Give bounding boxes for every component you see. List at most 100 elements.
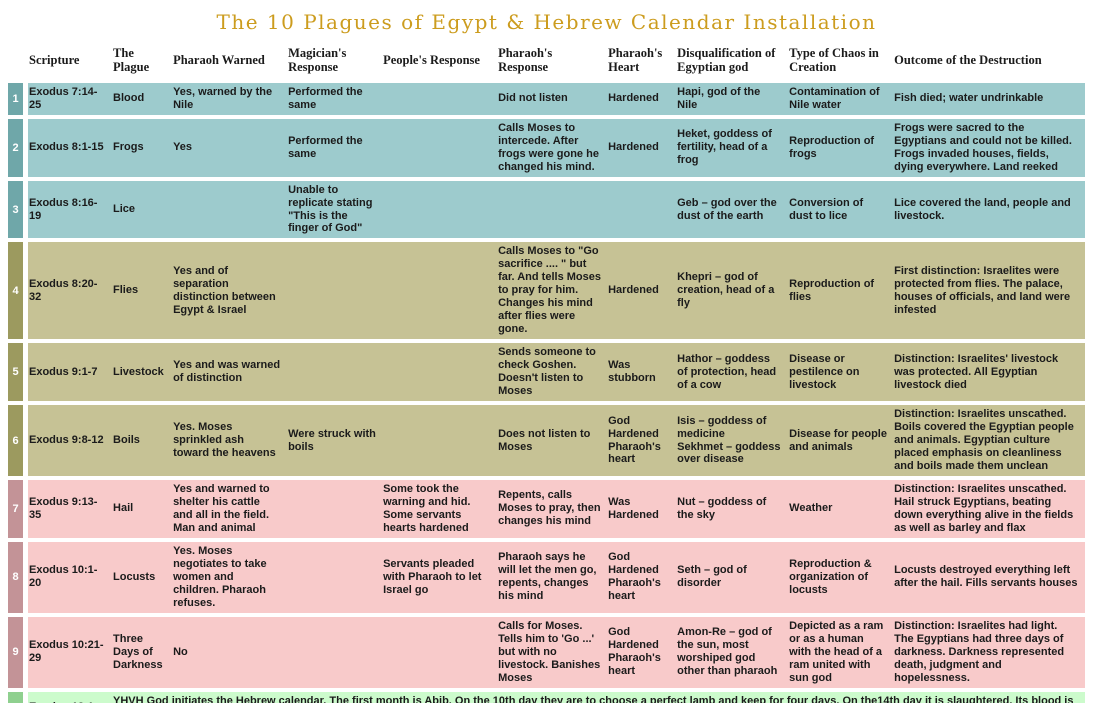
- cell-plague: Flies: [113, 284, 139, 297]
- cell-magician: Were struck with boils: [288, 427, 376, 453]
- cell-warned: Yes and of separation distinction betwee…: [173, 264, 276, 316]
- cell-god: Isis – goddess of medicine Sekhmet – god…: [677, 414, 781, 466]
- cell-scripture: Exodus 10:1-20: [29, 564, 98, 590]
- cell-plague: Frogs: [113, 141, 144, 154]
- cell-plague: Hail: [113, 502, 134, 515]
- cell-outcome: Distinction: Israelites' livestock was p…: [894, 352, 1059, 391]
- cell-plague: Three Days of Darkness: [113, 632, 163, 671]
- cell-people: [382, 96, 497, 102]
- col-header-outcome: Outcome of the Destruction: [894, 53, 1042, 68]
- cell-response: Pharaoh says he will let the men go, rep…: [498, 551, 597, 603]
- table-row-2-frogs: 2 Exodus 8:1-15 Frogs Yes Performed the …: [8, 118, 1085, 177]
- cell-people: [382, 438, 497, 444]
- table-row-7-hail: 7 Exodus 9:13-35 Hail Yes and warned to …: [8, 479, 1085, 538]
- cell-response: Calls Moses to "Go sacrifice .... " but …: [498, 245, 601, 336]
- cell-chaos: Conversion of dust to lice: [789, 196, 864, 222]
- col-header-plague: The Plague: [113, 46, 150, 75]
- cell-response: Sends someone to check Goshen. Doesn't l…: [498, 346, 596, 398]
- row-number: 9: [8, 616, 23, 688]
- cell-people: [382, 369, 497, 375]
- row-number: 8: [8, 541, 23, 613]
- col-header-chaos: Type of Chaos in Creation: [789, 46, 879, 75]
- row-number: 7: [8, 479, 23, 538]
- cell-people: [382, 145, 497, 151]
- cell-scripture: Exodus 12:1-13: [28, 698, 112, 703]
- cell-plague: Lice: [113, 203, 136, 216]
- row-number: [8, 691, 23, 703]
- cell-god: Heket, goddess of fertility, head of a f…: [677, 128, 772, 167]
- cell-plague: Blood: [113, 92, 145, 105]
- cell-chaos: Disease or pestilence on livestock: [789, 352, 860, 391]
- cell-plague: Boils: [113, 434, 140, 447]
- cell-heart: God Hardened Pharaoh's heart: [608, 414, 661, 466]
- cell-heart: Hardened: [608, 92, 659, 105]
- cell-heart: Hardened: [608, 284, 659, 297]
- col-header-response: Pharaoh's Response: [498, 46, 553, 75]
- cell-warned: [172, 207, 287, 213]
- cell-god: Nut – goddess of the sky: [677, 495, 767, 521]
- cell-scripture: Exodus 8:1-15: [29, 141, 104, 154]
- cell-god: Seth – god of disorder: [677, 564, 747, 590]
- row-number: 1: [8, 82, 23, 115]
- cell-response: Calls for Moses. Tells him to 'Go ...' b…: [498, 619, 601, 684]
- cell-heart: Was Hardened: [608, 495, 659, 521]
- table-row-1-blood: 1 Exodus 7:14-25 Blood Yes, warned by th…: [8, 82, 1085, 115]
- col-header-god: Disqualification of Egyptian god: [677, 46, 776, 75]
- cell-magician: Performed the same: [288, 134, 363, 160]
- cell-scripture: Exodus 10:21-29: [29, 639, 104, 665]
- cell-chaos: Reproduction of flies: [789, 277, 875, 303]
- cell-magician: Unable to replicate stating "This is the…: [288, 183, 373, 235]
- plagues-table: Scripture The Plague Pharaoh Warned Magi…: [8, 44, 1085, 703]
- row-number: 5: [8, 343, 23, 402]
- cell-response: [497, 207, 607, 213]
- cell-outcome: Distinction: Israelites unscathed. Hail …: [894, 482, 1074, 534]
- table-row-calendar: Exodus 12:1-13 YHVH God initiates the He…: [8, 691, 1085, 703]
- cell-response: Does not listen to Moses: [498, 427, 591, 453]
- cell-people: [382, 288, 497, 294]
- cell-scripture: Exodus 8:20-32: [29, 277, 98, 303]
- row-number: 2: [8, 118, 23, 177]
- cell-response: Repents, calls Moses to pray, then chang…: [498, 489, 601, 528]
- cell-magician: [287, 369, 382, 375]
- cell-heart: Hardened: [608, 141, 659, 154]
- cell-chaos: Contamination of Nile water: [789, 85, 880, 111]
- table-row-4-flies: 4 Exodus 8:20-32 Flies Yes and of separa…: [8, 242, 1085, 340]
- table-row-6-boils: 6 Exodus 9:8-12 Boils Yes. Moses sprinkl…: [8, 405, 1085, 476]
- cell-people: Some took the warning and hid. Some serv…: [383, 482, 471, 534]
- cell-people: Servants pleaded with Pharaoh to let Isr…: [383, 557, 482, 596]
- table-row-5-livestock: 5 Exodus 9:1-7 Livestock Yes and was war…: [8, 343, 1085, 402]
- cell-scripture: Exodus 9:1-7: [29, 365, 98, 378]
- cell-chaos: Depicted as a ram or as a human with the…: [789, 619, 884, 684]
- cell-plague: Locusts: [113, 570, 156, 583]
- cell-scripture: Exodus 8:16-19: [29, 196, 98, 222]
- table-header-row: Scripture The Plague Pharaoh Warned Magi…: [8, 44, 1085, 77]
- row-number: 3: [8, 180, 23, 239]
- cell-scripture: Exodus 7:14-25: [29, 85, 98, 111]
- cell-warned: Yes and warned to shelter his cattle and…: [173, 482, 270, 534]
- cell-heart: Was stubborn: [608, 359, 656, 385]
- cell-calendar-text: YHVH God initiates the Hebrew calendar. …: [113, 694, 1074, 703]
- cell-scripture: Exodus 9:13-35: [29, 495, 98, 521]
- cell-warned: Yes and was warned of distinction: [173, 359, 281, 385]
- cell-chaos: Reproduction of frogs: [789, 134, 875, 160]
- cell-plague: Livestock: [113, 365, 164, 378]
- cell-warned: Yes. Moses negotiates to take women and …: [173, 544, 267, 609]
- cell-outcome: Distinction: Israelites unscathed. Boils…: [894, 408, 1074, 472]
- table-row-3-lice: 3 Exodus 8:16-19 Lice Unable to replicat…: [8, 180, 1085, 239]
- cell-outcome: Locusts destroyed everything left after …: [894, 564, 1078, 590]
- cell-magician: [287, 288, 382, 294]
- cell-chaos: Reproduction & organization of locusts: [789, 557, 872, 596]
- cell-scripture: Exodus 9:8-12: [29, 434, 104, 447]
- cell-god: Geb – god over the dust of the earth: [677, 196, 777, 222]
- cell-response: Calls Moses to intercede. After frogs we…: [498, 121, 599, 173]
- col-header-scripture: Scripture: [29, 53, 80, 68]
- row-number: 4: [8, 242, 23, 340]
- cell-god: Amon-Re – god of the sun, most worshiped…: [677, 626, 778, 678]
- cell-god: Hathor – goddess of protection, head of …: [677, 352, 777, 391]
- col-header-warned: Pharaoh Warned: [173, 53, 265, 68]
- table-row-8-locusts: 8 Exodus 10:1-20 Locusts Yes. Moses nego…: [8, 541, 1085, 613]
- col-header-people: People's Response: [383, 53, 480, 68]
- cell-outcome: Lice covered the land, people and livest…: [894, 196, 1071, 222]
- cell-people: [382, 649, 497, 655]
